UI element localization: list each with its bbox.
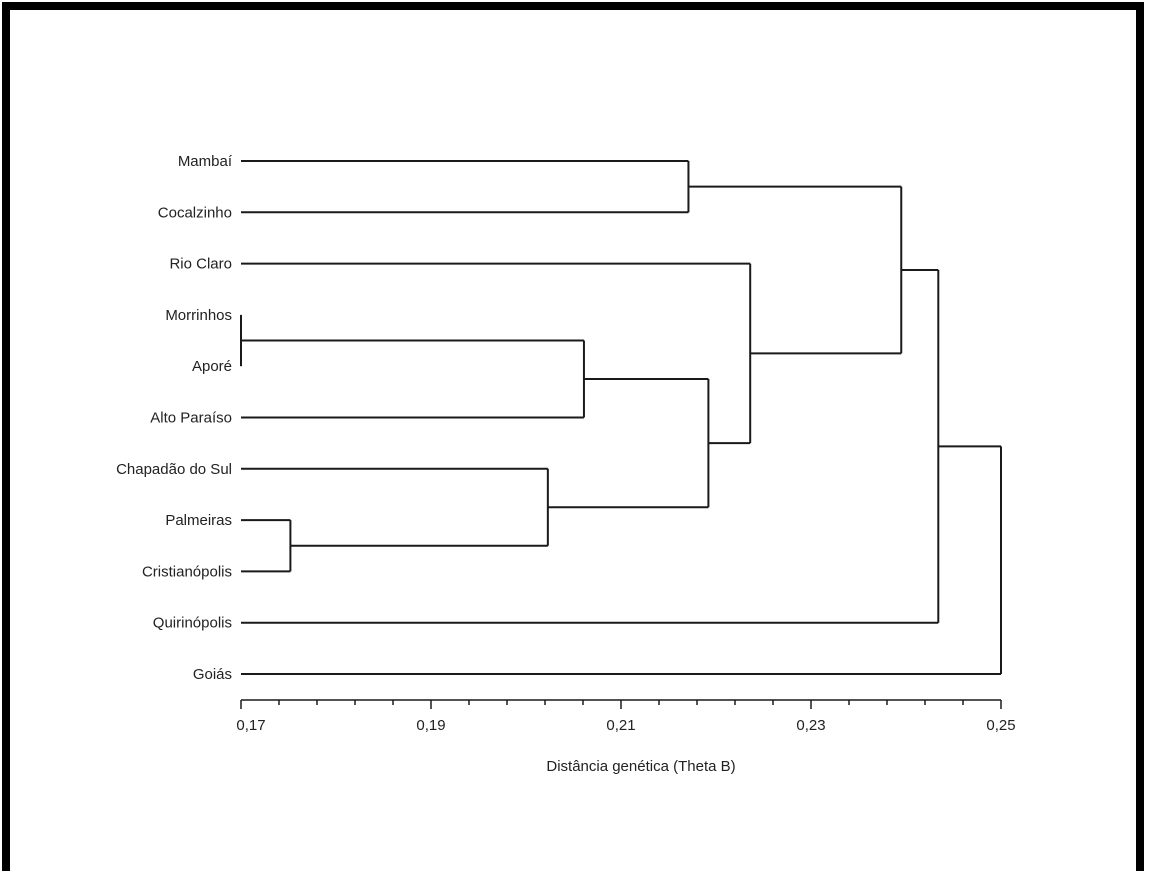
leaf-label-mambai: Mambaí	[178, 153, 233, 170]
x-axis-title: Distância genética (Theta B)	[546, 758, 735, 775]
leaf-label-morrinhos: Morrinhos	[165, 307, 232, 324]
leaf-labels: Mambaí Cocalzinho Rio Claro Morrinhos Aporé A…	[116, 153, 233, 683]
x-tick-label: 0,25	[986, 717, 1015, 734]
leaf-label-cocalzinho: Cocalzinho	[158, 204, 232, 221]
x-tick-label: 0,21	[606, 717, 635, 734]
leaf-label-apore: Aporé	[192, 358, 232, 375]
leaf-label-quirinopolis: Quirinópolis	[153, 615, 232, 632]
x-axis: 0,17 0,19 0,21 0,23 0,25	[236, 699, 1016, 734]
x-tick-label: 0,23	[796, 717, 825, 734]
leaf-label-goias: Goiás	[193, 666, 232, 683]
leaf-label-palmeiras: Palmeiras	[165, 512, 232, 529]
branches	[240, 160, 1002, 675]
leaf-label-chapadao-do-sul: Chapadão do Sul	[116, 461, 232, 478]
x-tick-label: 0,19	[416, 717, 445, 734]
leaf-label-alto-paraiso: Alto Paraíso	[150, 410, 232, 427]
leaf-label-rio-claro: Rio Claro	[169, 256, 232, 273]
leaf-label-cristianopolis: Cristianópolis	[142, 563, 232, 580]
x-tick-label: 0,17	[236, 717, 265, 734]
